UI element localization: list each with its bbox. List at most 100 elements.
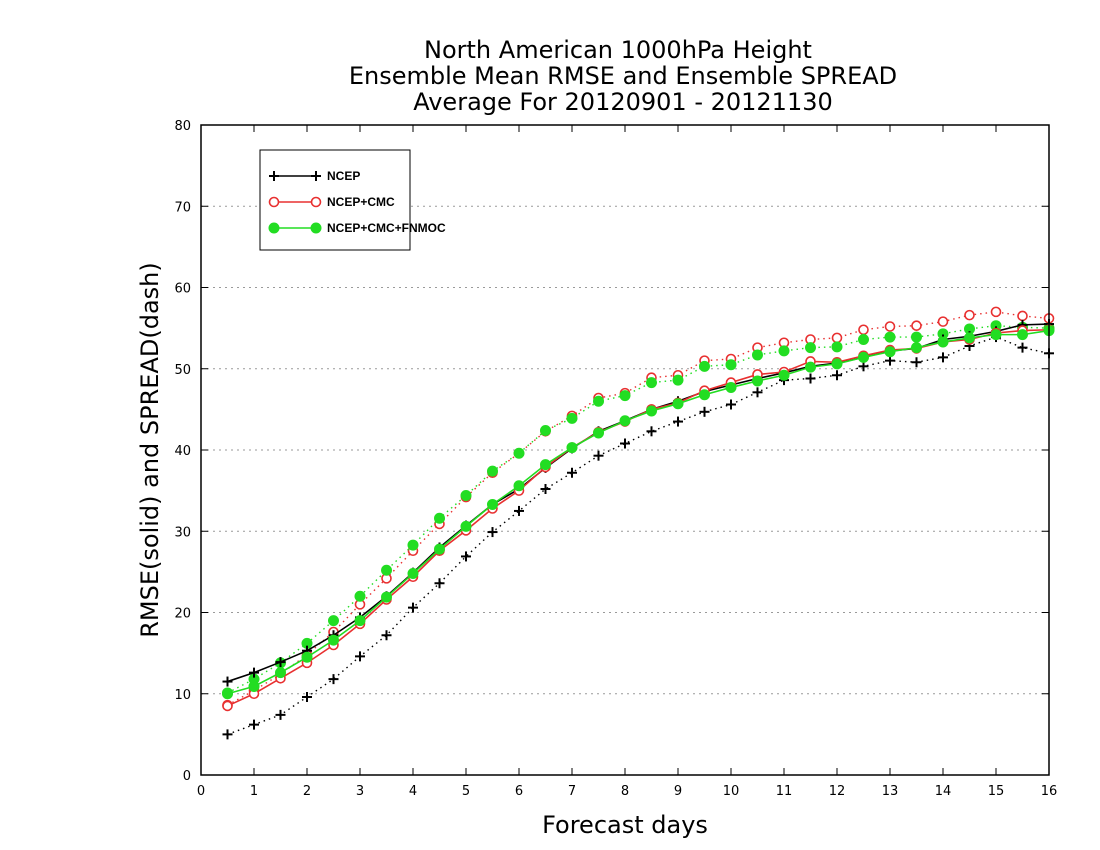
series-spread-line-1 [227,311,1050,706]
legend-label: NCEP+CMC [327,195,395,209]
series-spread-point [593,450,604,461]
series-spread-point [328,674,339,685]
legend-marker [269,171,279,181]
legend: NCEP NCEP+CMC NCEP+CMC+FNMOC [259,149,446,251]
x-tick-label: 16 [1041,784,1058,799]
series-spread-point [407,539,419,551]
series-spread-point [1017,310,1028,322]
series-spread-point [540,484,551,494]
series-rmse-point [434,543,445,555]
series-spread-point [381,630,392,641]
series-spread-point [699,406,710,417]
legend-label: NCEP [327,169,360,183]
series-spread-point [778,345,790,357]
y-tick-label: 40 [174,444,191,459]
series-spread-point [911,331,922,343]
series-spread-point [513,447,525,459]
series-spread-point [831,332,843,344]
series-rmse-point [593,427,604,439]
x-tick-label: 10 [723,784,740,799]
series-spread-point [964,309,975,321]
series-spread-point [911,357,922,368]
series-spread-point [460,490,472,501]
series-spread-point [885,355,895,366]
x-tick-label: 8 [621,784,629,799]
y-tick-label: 70 [174,200,191,215]
x-axis-title: Forecast days [542,811,708,839]
series-rmse-point [275,657,286,668]
series-spread-point [805,373,816,384]
series-spread-point [593,395,604,407]
series-spread-point [805,342,816,354]
series-rmse-point [248,680,260,692]
chart-title-line-1: North American 1000hPa Height [424,36,812,64]
legend-box [259,149,411,251]
legend-marker [310,196,322,208]
chart-title-line-3: Average For 20120901 - 20121130 [413,88,833,116]
series-spread-point [487,527,498,538]
x-tick-label: 3 [356,784,364,799]
y-tick-label: 10 [174,688,191,703]
series-rmse-point [805,361,816,373]
series-rmse-point [778,369,790,381]
series-rmse-point [990,329,1002,341]
series-rmse-point [222,688,233,700]
x-tick-label: 15 [988,784,1005,799]
series-spread-point [434,512,445,524]
series-rmse-point [752,375,763,387]
series-rmse-point [672,398,684,410]
series-spread-point [831,341,843,353]
series-spread-point [673,416,683,427]
series-spread-point [619,390,631,402]
series-rmse-point [513,480,525,492]
legend-label: NCEP+CMC+FNMOC [327,221,446,235]
series-spread-point [567,467,577,478]
y-tick-label: 20 [174,607,191,622]
x-tick-label: 1 [250,784,258,799]
series-spread-point [487,465,498,477]
series-rmse-point [407,568,419,579]
series-rmse-point [249,667,259,678]
x-tick-label: 13 [882,784,899,799]
series-spread-point [514,505,524,516]
series-spread-line-2 [227,324,1050,694]
series-rmse-point [911,342,922,354]
y-tick-label: 50 [174,363,191,378]
y-tick-label: 30 [174,525,191,540]
series-rmse-point [328,634,339,646]
series-spread-point [884,331,896,343]
x-tick-label: 12 [829,784,846,799]
series-rmse-point [222,700,233,712]
series-rmse-point [381,591,392,603]
series-rmse-point [1017,329,1028,341]
series-rmse-point [937,336,949,348]
series-spread-point [699,360,710,372]
series-spread-point [328,615,339,627]
series-spread-point [937,316,949,327]
series-spread-point [911,320,922,331]
legend-marker [268,222,280,234]
series-spread-line-0 [227,336,1050,736]
series-rmse-point [566,442,578,454]
series-rmse-point [725,381,737,393]
series-rmse-line-2 [227,329,1050,695]
y-tick-label: 60 [174,282,191,297]
series-spread-point [1017,342,1028,353]
x-tick-label: 5 [462,784,470,799]
series-spread-point [858,334,869,345]
series-spread-point [990,306,1002,318]
x-tick-label: 2 [303,784,311,799]
series-spread-point [249,719,259,730]
series-spread-point [408,602,418,613]
series-spread-point [461,551,471,562]
x-tick-label: 9 [674,784,682,799]
series-spread-point [646,426,657,437]
series-spread-point [858,324,869,336]
series-spread-point [832,370,842,381]
y-axis-title: RMSE(solid) and SPREAD(dash) [136,262,164,638]
series-spread-point [752,387,763,398]
series-spread-point [725,359,737,371]
series-rmse-point [619,415,631,427]
series-spread-point [540,425,551,436]
